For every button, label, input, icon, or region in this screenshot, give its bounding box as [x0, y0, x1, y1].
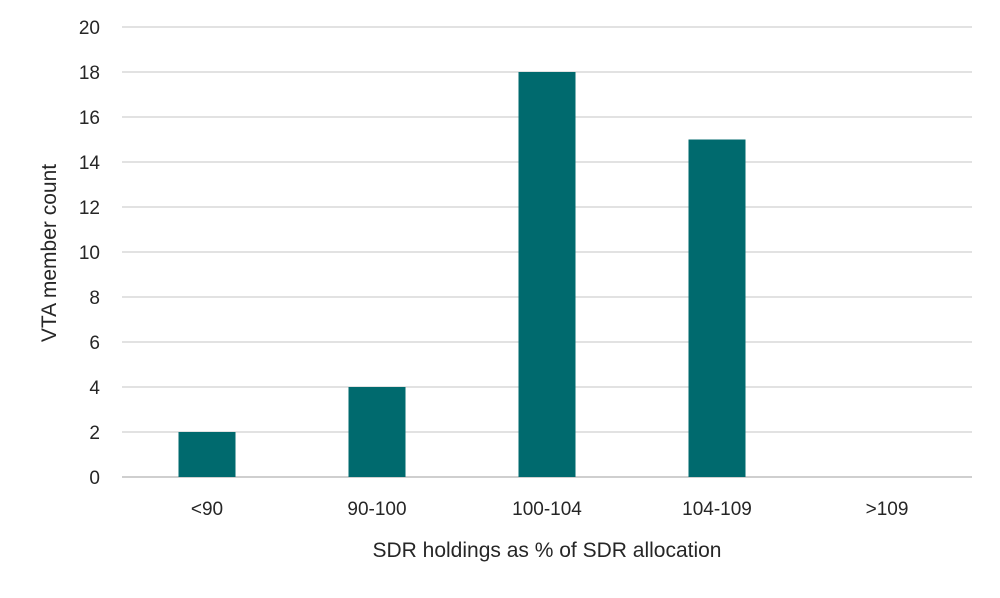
bar: [688, 139, 746, 477]
y-tick-label: 6: [89, 333, 100, 354]
y-tick-label: 8: [89, 288, 100, 309]
bar: [518, 72, 576, 477]
x-tick-labels: <90 90-100 100-104 104-109 >109: [191, 499, 909, 520]
x-tick-label: 104-109: [682, 499, 752, 520]
x-axis-title: SDR holdings as % of SDR allocation: [372, 539, 721, 562]
y-tick-label: 10: [79, 243, 100, 264]
y-tick-label: 16: [79, 108, 100, 129]
y-tick-labels: 0 2 4 6 8 10 12 14 16 18 20: [79, 18, 101, 489]
x-tick-label: 100-104: [512, 499, 582, 520]
y-tick-label: 2: [89, 423, 100, 444]
y-tick-label: 20: [79, 18, 100, 39]
y-tick-label: 4: [89, 378, 100, 399]
x-tick-label: <90: [191, 499, 223, 520]
y-tick-label: 0: [89, 468, 100, 489]
x-tick-label: >109: [866, 499, 909, 520]
y-tick-label: 14: [79, 153, 101, 174]
y-tick-label: 18: [79, 63, 100, 84]
bar: [178, 432, 236, 477]
bar: [348, 387, 406, 477]
bars: [178, 72, 746, 477]
y-tick-label: 12: [79, 198, 100, 219]
x-tick-label: 90-100: [347, 499, 406, 520]
y-axis-title: VTA member count: [38, 164, 61, 342]
